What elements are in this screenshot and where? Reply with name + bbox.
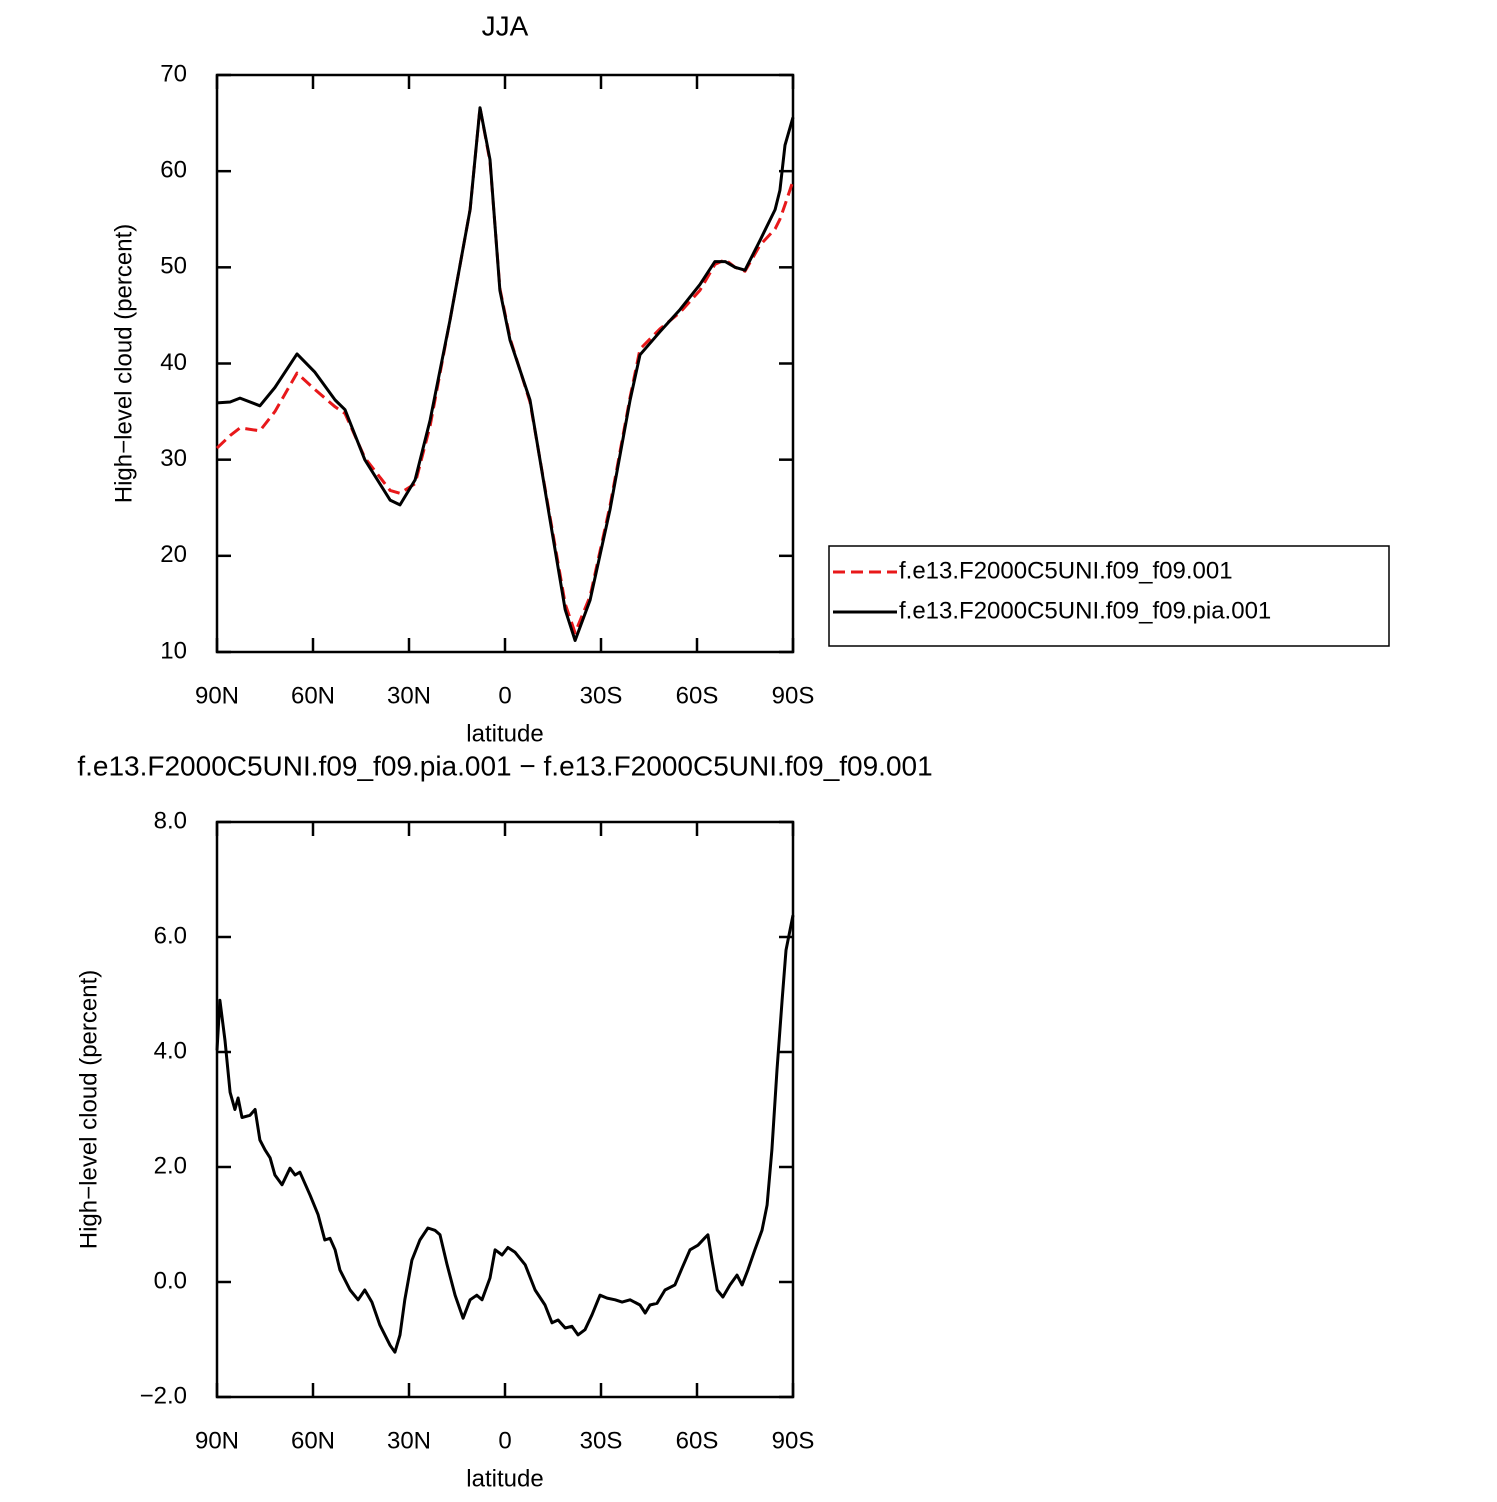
series-line xyxy=(215,106,795,635)
legend-box xyxy=(828,545,1390,647)
y-tick-label: 10 xyxy=(160,637,187,664)
y-tick-label: −2.0 xyxy=(140,1382,187,1409)
x-tick-label: 30N xyxy=(387,682,431,709)
y-tick-label: 4.0 xyxy=(154,1037,187,1064)
y-tick-label: 20 xyxy=(160,541,187,568)
y-tick-label: 2.0 xyxy=(154,1152,187,1179)
x-axis-label: latitude xyxy=(466,720,543,747)
plot-frame xyxy=(215,73,795,654)
chart-title: f.e13.F2000C5UNI.f09_f09.pia.001 − f.e13… xyxy=(77,750,932,781)
x-tick-label: 90N xyxy=(195,1427,239,1454)
x-axis-label: latitude xyxy=(466,1465,543,1492)
y-tick-label: 50 xyxy=(160,253,187,280)
x-tick-label: 90S xyxy=(772,1427,815,1454)
plot-frame xyxy=(215,820,795,1399)
y-axis-label: High−level cloud (percent) xyxy=(75,970,102,1249)
x-tick-label: 30S xyxy=(580,682,623,709)
x-tick-label: 90S xyxy=(772,682,815,709)
x-tick-label: 90N xyxy=(195,682,239,709)
y-axis-label: High−level cloud (percent) xyxy=(110,224,137,503)
x-tick-label: 60N xyxy=(291,1427,335,1454)
legend-label: f.e13.F2000C5UNI.f09_f09.001 xyxy=(899,557,1233,584)
y-tick-label: 40 xyxy=(160,349,187,376)
x-tick-label: 30S xyxy=(580,1427,623,1454)
x-tick-label: 30N xyxy=(387,1427,431,1454)
y-tick-label: 6.0 xyxy=(154,922,187,949)
x-tick-label: 0 xyxy=(498,1427,511,1454)
y-tick-label: 30 xyxy=(160,445,187,472)
x-tick-label: 60S xyxy=(676,1427,719,1454)
y-tick-label: 60 xyxy=(160,157,187,184)
y-tick-label: 70 xyxy=(160,60,187,87)
x-tick-label: 60S xyxy=(676,682,719,709)
x-tick-label: 60N xyxy=(291,682,335,709)
series-line xyxy=(215,914,795,1354)
x-tick-label: 0 xyxy=(498,682,511,709)
series-line xyxy=(216,106,795,642)
y-tick-label: 8.0 xyxy=(154,807,187,834)
legend-label: f.e13.F2000C5UNI.f09_f09.pia.001 xyxy=(899,597,1271,624)
chart-title: JJA xyxy=(482,10,529,41)
y-tick-label: 0.0 xyxy=(154,1267,187,1294)
